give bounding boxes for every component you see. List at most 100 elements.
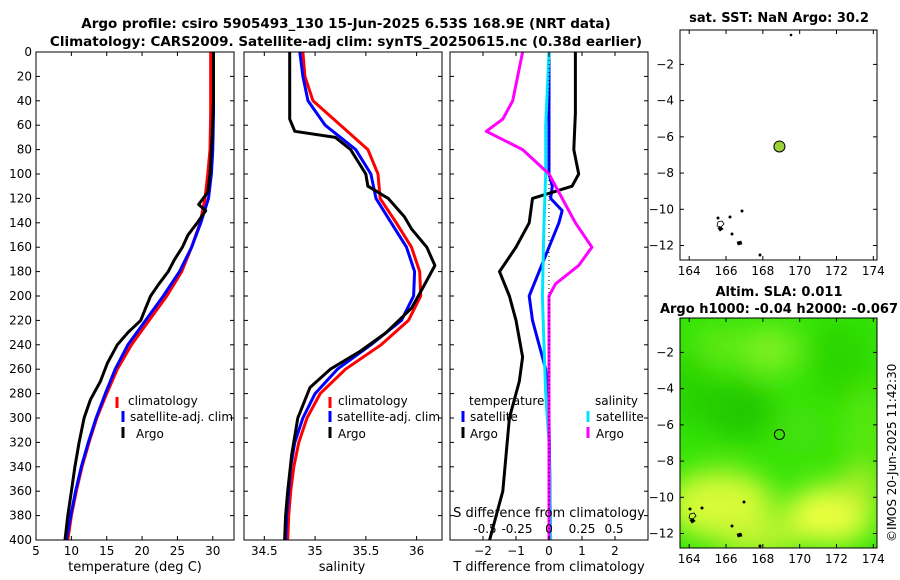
temperature-panel: 5 10 15 20 25 3002040608010012014016018020022… (9, 45, 235, 575)
map-x-tick-label: 172 (825, 552, 848, 566)
series-line-climatology (286, 51, 423, 541)
x-tick-label: 35.5 (352, 544, 379, 558)
s-tick-label: 0.5 (604, 522, 623, 536)
legend-argo-label: Argo (136, 427, 164, 441)
depth-tick-label: 200 (9, 289, 32, 303)
map-y-tick-label: −8 (656, 454, 674, 468)
legend-salinity-header: salinity (595, 394, 638, 408)
s-tick-label: 0.25 (569, 522, 596, 536)
legend-climatology-label: climatology (128, 394, 198, 408)
x-tick-label: 25 (170, 544, 185, 558)
difference-panel: −2 −1 0 1 2 T difference from climatology S … (449, 51, 649, 575)
depth-tick-label: 80 (17, 143, 32, 157)
s-difference-ticks: -0.5 -0.25 0 0.25 0.5 (473, 522, 623, 536)
x-tick-label: 0 (545, 544, 553, 558)
map-x-tick-label: 166 (715, 552, 738, 566)
series-line-argo (283, 52, 437, 541)
difference-xlabel: T difference from climatology (452, 560, 645, 575)
sst-map-title: sat. SST: NaN Argo: 30.2 (689, 11, 869, 26)
sla-map-ticks: 164 166 168 170 172 174 −2 −4 −6 −8 −10 −12 (649, 318, 885, 566)
map-y-tick-label: −12 (649, 239, 674, 253)
x-tick-label: 35 (307, 544, 322, 558)
temperature-traces (63, 52, 215, 541)
sla-map-islands (688, 500, 762, 548)
depth-tick-label: 260 (9, 362, 32, 376)
sla-map-panel: Altim. SLA: 0.011 Argo h1000: -0.04 h200… (649, 285, 898, 566)
depth-tick-label: 240 (9, 338, 32, 352)
depth-tick-label: 160 (9, 240, 32, 254)
map-x-tick-label: 172 (825, 264, 848, 278)
map-y-tick-label: −4 (656, 382, 674, 396)
map-y-tick-label: −6 (656, 418, 674, 432)
map-y-tick-label: −12 (649, 527, 674, 541)
depth-tick-label: 20 (17, 69, 32, 83)
sst-map-ticks: 164 166 168 170 172 174 −2 −4 −6 −8 −10 −12 (649, 30, 885, 278)
x-tick-label: 36 (409, 544, 424, 558)
x-tick-label: −2 (474, 544, 492, 558)
s-tick-label: -0.5 (473, 522, 496, 536)
map-x-tick-label: 168 (751, 264, 774, 278)
depth-tick-label: 180 (9, 265, 32, 279)
legend-satellite-label: satellite-adj. clim (337, 410, 440, 424)
x-tick-label: 1 (578, 544, 586, 558)
depth-tick-label: 320 (9, 435, 32, 449)
salinity-xlabel: salinity (319, 560, 366, 575)
s-tick-label: 0 (545, 522, 553, 536)
legend-argo-label: Argo (338, 427, 366, 441)
legend-temp-argo-label: Argo (470, 427, 498, 441)
map-x-tick-label: 170 (788, 264, 811, 278)
sst-map-panel: sat. SST: NaN Argo: 30.2 164 166 168 170 172… (649, 11, 885, 278)
map-x-tick-label: 168 (751, 552, 774, 566)
series-line-climatology (66, 52, 213, 541)
temperature-plot-frame (35, 51, 235, 541)
depth-tick-label: 100 (9, 167, 32, 181)
imos-watermark: ©IMOS 20-Jun-2025 11:42:30 (885, 364, 899, 542)
salinity-panel: 34.5 35 35.5 36 salinity climatology satell… (243, 51, 443, 575)
difference-traces (484, 51, 594, 541)
x-tick-label: 15 (99, 544, 114, 558)
s-tick-label: -0.25 (501, 522, 532, 536)
legend-temp-satellite-label: satellite (470, 410, 518, 424)
argo-position-marker (773, 140, 786, 153)
map-x-tick-label: 164 (678, 552, 701, 566)
x-tick-label: 34.5 (251, 544, 278, 558)
series-line-salinity-argo (484, 51, 594, 540)
map-x-tick-label: 166 (715, 264, 738, 278)
series-line-satellite-adj-clim (64, 52, 215, 541)
x-tick-label: 30 (205, 544, 220, 558)
temperature-ticks: 5 10 15 20 25 3002040608010012014016018020022… (9, 45, 234, 558)
map-y-tick-label: −6 (656, 130, 674, 144)
salinity-legend: climatology satellite-adj. clim Argo (328, 394, 440, 441)
x-tick-label: 2 (611, 544, 619, 558)
depth-tick-label: 380 (9, 509, 32, 523)
depth-tick-label: 0 (24, 45, 32, 59)
map-y-tick-label: −2 (656, 345, 674, 359)
legend-climatology-label: climatology (338, 394, 408, 408)
temperature-legend: climatology satellite-adj. clim Argo (115, 394, 233, 441)
temperature-xlabel: temperature (deg C) (68, 560, 202, 575)
difference-legend-salinity: salinity satellite Argo (586, 394, 644, 441)
map-x-tick-label: 170 (788, 552, 811, 566)
sst-map-islands (716, 33, 793, 257)
map-y-tick-label: −2 (656, 57, 674, 71)
depth-tick-label: 120 (9, 191, 32, 205)
x-tick-label: −1 (507, 544, 525, 558)
depth-tick-label: 340 (9, 460, 32, 474)
map-x-tick-label: 174 (862, 552, 885, 566)
sla-heatmap (680, 318, 877, 548)
depth-tick-label: 280 (9, 387, 32, 401)
figure-title-line1: Argo profile: csiro 5905493_130 15-Jun-2… (81, 16, 610, 32)
map-x-tick-label: 164 (678, 264, 701, 278)
s-difference-label: S difference from climatology (453, 506, 645, 521)
map-y-tick-label: −10 (649, 202, 674, 216)
depth-tick-label: 400 (9, 533, 32, 547)
sla-map-title2: Argo h1000: -0.04 h2000: -0.067 (660, 302, 898, 317)
difference-legend-temperature: temperature satellite Argo (461, 394, 544, 441)
x-tick-label: 10 (64, 544, 79, 558)
map-y-tick-label: −8 (656, 166, 674, 180)
figure-title-line2: Climatology: CARS2009. Satellite-adj cli… (50, 34, 642, 50)
depth-tick-label: 40 (17, 94, 32, 108)
map-x-tick-label: 174 (862, 264, 885, 278)
sla-map-frame (679, 317, 878, 549)
